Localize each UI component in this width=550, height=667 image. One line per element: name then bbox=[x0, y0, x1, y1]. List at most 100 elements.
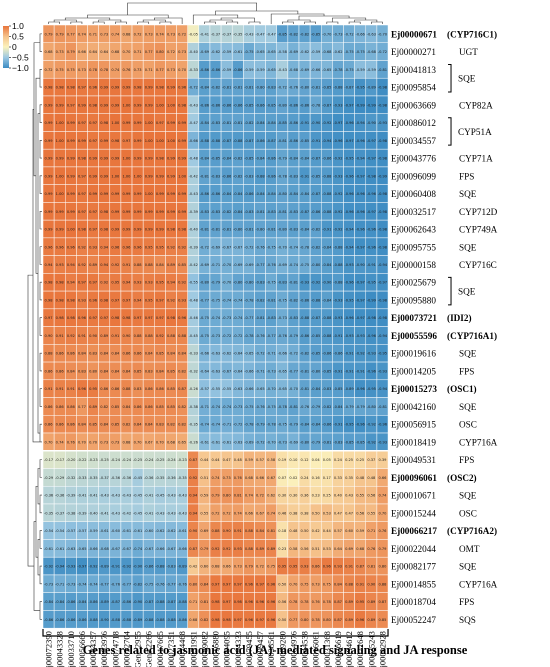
cell-value-label: 0.94 bbox=[100, 245, 109, 249]
cell-value-label: -0.92 bbox=[333, 210, 342, 214]
cell-value-label: 0.70 bbox=[289, 582, 298, 586]
cell-value-label: -0.83 bbox=[166, 565, 175, 569]
cell-value-label: -0.73 bbox=[66, 582, 75, 586]
cell-value-label: -0.86 bbox=[88, 600, 98, 604]
cell-value-label: 0.88 bbox=[134, 263, 143, 267]
cell-value-label: 0.75 bbox=[301, 582, 309, 586]
cell-value-label: -0.71 bbox=[267, 352, 276, 356]
cell-value-label: -0.33 bbox=[189, 68, 198, 72]
cell-value-label: 0.33 bbox=[334, 476, 342, 480]
cell-value-label: -0.94 bbox=[378, 334, 388, 338]
cell-value-label: -0.61 bbox=[122, 529, 131, 533]
cell-value-label: -0.65 bbox=[278, 369, 287, 373]
row-label: Ej00018704 bbox=[391, 597, 436, 607]
cell-value-label: -0.86 bbox=[122, 600, 132, 604]
cell-value-label: 0.97 bbox=[89, 121, 97, 125]
cell-value-label: -0.20 bbox=[66, 458, 76, 462]
cell-value-label: -0.57 bbox=[77, 529, 86, 533]
cell-value-label: 0.64 bbox=[89, 50, 98, 54]
cell-value-label: -0.75 bbox=[267, 245, 276, 249]
cell-value-label: -0.86 bbox=[322, 157, 332, 161]
cell-value-label: -0.62 bbox=[300, 50, 309, 54]
cell-value-label: 0.98 bbox=[111, 316, 120, 320]
cell-value-label: -0.74 bbox=[77, 582, 87, 586]
cell-value-label: -0.74 bbox=[222, 405, 232, 409]
cell-value-label: -0.75 bbox=[344, 50, 353, 54]
row-label: Ej00043776 bbox=[391, 154, 436, 164]
cell-value-label: -0.86 bbox=[300, 298, 310, 302]
cell-value-label: -0.84 bbox=[311, 423, 321, 427]
cell-value-label: 0.87 bbox=[189, 547, 197, 551]
cell-value-label: 0.80 bbox=[189, 582, 198, 586]
cell-value-label: -0.24 bbox=[144, 458, 154, 462]
cell-value-label: -0.39 bbox=[66, 494, 76, 498]
cell-value-label: 0.99 bbox=[100, 103, 109, 107]
cell-value-label: -0.43 bbox=[278, 68, 287, 72]
cell-value-label: -0.85 bbox=[344, 440, 353, 444]
cell-value-label: 0.99 bbox=[67, 157, 76, 161]
cell-value-label: -0.80 bbox=[311, 369, 321, 373]
cell-value-label: -0.87 bbox=[166, 600, 175, 604]
cell-value-label: -0.25 bbox=[100, 458, 109, 462]
cell-value-label: 0.81 bbox=[200, 600, 208, 604]
cell-value-label: 0.84 bbox=[100, 369, 109, 373]
cell-value-label: 0.62 bbox=[267, 494, 275, 498]
cell-value-label: -0.86 bbox=[200, 103, 210, 107]
cell-value-label: 0.86 bbox=[56, 369, 65, 373]
cell-value-label: -0.71 bbox=[55, 582, 64, 586]
cell-value-label: -0.88 bbox=[322, 334, 332, 338]
cell-value-label: -0.86 bbox=[222, 174, 232, 178]
cell-value-label: -0.61 bbox=[44, 547, 53, 551]
cell-value-label: -0.25 bbox=[155, 458, 164, 462]
cell-value-label: -0.69 bbox=[300, 68, 310, 72]
cell-value-label: -0.97 bbox=[356, 281, 365, 285]
cell-value-label: 0.91 bbox=[345, 565, 353, 569]
cell-value-label: -0.45 bbox=[133, 511, 142, 515]
cell-value-label: -0.37 bbox=[100, 476, 109, 480]
cell-value-label: 0.30 bbox=[278, 494, 287, 498]
cell-value-label: 0.46 bbox=[278, 511, 287, 515]
cell-value-label: 1.00 bbox=[56, 192, 65, 196]
cell-value-label: 0.97 bbox=[89, 228, 97, 232]
cell-value-label: -0.65 bbox=[267, 68, 276, 72]
column-group-bracket bbox=[42, 629, 389, 637]
cell-value-label: 0.98 bbox=[111, 139, 120, 143]
cell-value-label: -0.80 bbox=[278, 228, 288, 232]
cell-value-label: 0.92 bbox=[78, 245, 86, 249]
cell-value-label: 0.98 bbox=[100, 298, 109, 302]
cell-value-label: -0.81 bbox=[278, 139, 287, 143]
cell-value-label: 1.00 bbox=[145, 192, 154, 196]
cell-value-label: -0.41 bbox=[200, 32, 209, 36]
row-annotation-label: SQE bbox=[459, 349, 477, 359]
cell-value-label: 0.97 bbox=[156, 316, 164, 320]
cell-value-label: -0.88 bbox=[88, 618, 98, 622]
cell-value-label: 0.73 bbox=[223, 476, 231, 480]
cell-value-label: -0.72 bbox=[233, 423, 242, 427]
cell-value-label: 0.99 bbox=[156, 210, 165, 214]
cell-value-label: -0.88 bbox=[333, 86, 343, 90]
cell-value-label: -0.78 bbox=[244, 334, 254, 338]
cell-value-label: -0.17 bbox=[44, 458, 53, 462]
cell-value-label: 0.96 bbox=[56, 245, 65, 249]
cell-value-label: -0.43 bbox=[166, 511, 175, 515]
cell-value-label: 0.51 bbox=[200, 476, 208, 480]
cell-value-label: 0.96 bbox=[245, 582, 254, 586]
cell-value-label: 0.97 bbox=[256, 582, 264, 586]
cell-value-label: 0.88 bbox=[45, 352, 54, 356]
cell-value-label: -0.79 bbox=[211, 281, 221, 285]
cell-value-label: 0.56 bbox=[278, 600, 287, 604]
cell-value-label: -0.86 bbox=[267, 174, 277, 178]
row-label: Ej00014855 bbox=[391, 579, 436, 589]
cell-value-label: -0.91 bbox=[367, 263, 376, 267]
cell-value-label: -0.83 bbox=[267, 210, 276, 214]
cell-value-label: -0.82 bbox=[300, 352, 309, 356]
cell-value-label: 0.96 bbox=[78, 387, 87, 391]
cell-value-label: -0.43 bbox=[177, 511, 186, 515]
cell-value-label: -0.81 bbox=[289, 405, 298, 409]
cell-value-label: -0.91 bbox=[344, 369, 353, 373]
cell-value-label: -0.61 bbox=[211, 440, 220, 444]
cell-value-label: 0.68 bbox=[122, 32, 131, 36]
cell-value-label: 0.97 bbox=[78, 121, 86, 125]
cell-value-label: -0.87 bbox=[300, 210, 309, 214]
cell-value-label: -0.70 bbox=[289, 387, 299, 391]
